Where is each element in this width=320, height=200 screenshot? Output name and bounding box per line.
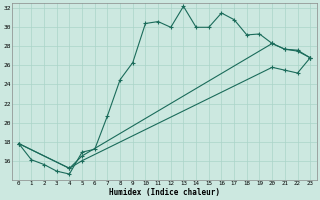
X-axis label: Humidex (Indice chaleur): Humidex (Indice chaleur) xyxy=(109,188,220,197)
